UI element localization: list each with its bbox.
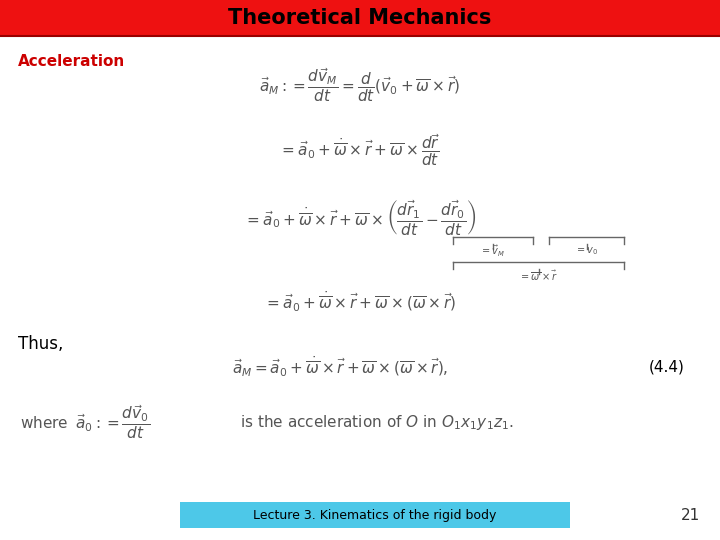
Text: Theoretical Mechanics: Theoretical Mechanics: [228, 8, 492, 28]
Bar: [0, 0, 720, 35]
Bar: [180, 502, 570, 528]
Text: Lecture 3. Kinematics of the rigid body: Lecture 3. Kinematics of the rigid body: [253, 509, 497, 522]
Text: $\vec{a}_{M} := \dfrac{d\vec{v}_{M}}{dt} = \dfrac{d}{dt}(\vec{v}_{0} + \overline: $\vec{a}_{M} := \dfrac{d\vec{v}_{M}}{dt}…: [259, 66, 461, 104]
Text: Thus,: Thus,: [18, 335, 63, 353]
Text: $= \vec{a}_{0} + \dot{\overline{\omega}} \times \vec{r} + \overline{\omega} \tim: $= \vec{a}_{0} + \dot{\overline{\omega}}…: [244, 198, 476, 237]
Text: 21: 21: [680, 508, 700, 523]
Text: $\vec{a}_{M} = \vec{a}_{0} + \dot{\overline{\omega}} \times \vec{r} + \overline{: $\vec{a}_{M} = \vec{a}_{0} + \dot{\overl…: [232, 355, 448, 379]
Text: $=\vec{v}_{M}$: $=\vec{v}_{M}$: [480, 244, 505, 259]
Text: $= \vec{a}_{0} + \dot{\overline{\omega}} \times \vec{r} + \overline{\omega} \tim: $= \vec{a}_{0} + \dot{\overline{\omega}}…: [279, 132, 441, 168]
Text: $=\overline{\omega}\times\vec{r}$: $=\overline{\omega}\times\vec{r}$: [518, 268, 557, 284]
Text: $\mathrm{where}\;\;\vec{a}_{0} := \dfrac{d\vec{v}_{0}}{dt}$: $\mathrm{where}\;\;\vec{a}_{0} := \dfrac…: [20, 403, 150, 441]
Text: Acceleration: Acceleration: [18, 55, 125, 70]
Text: (4.4): (4.4): [649, 360, 685, 375]
Text: $= \vec{a}_{0} + \dot{\overline{\omega}} \times \vec{r} + \overline{\omega} \tim: $= \vec{a}_{0} + \dot{\overline{\omega}}…: [264, 290, 456, 314]
Text: $=v_0$: $=v_0$: [575, 245, 599, 257]
Text: $\mathrm{is\ the\ acceleration\ of}\ \mathit{O}\ \mathrm{in}\ \mathit{O}_1\mathi: $\mathrm{is\ the\ acceleration\ of}\ \ma…: [240, 413, 514, 431]
